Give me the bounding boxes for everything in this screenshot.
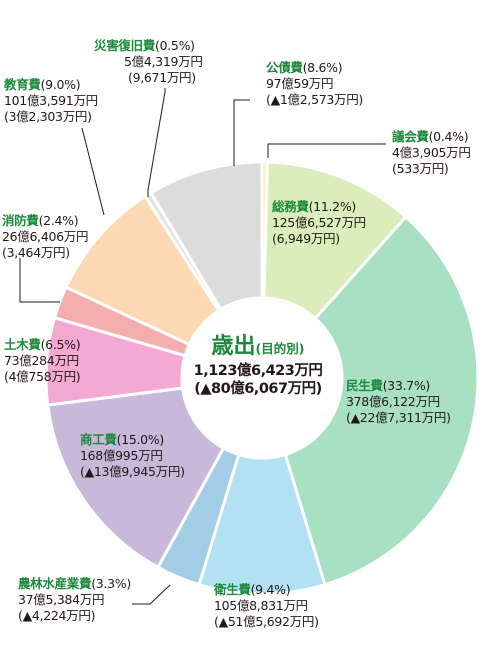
total-change: (▲80億6,067万円) <box>194 381 322 397</box>
label-dobokuhi: 土木費(6.5%) 73億284万円 (4億758万円) <box>4 337 81 384</box>
leader-line-3 <box>81 127 105 216</box>
chart-title-note: (目的別) <box>255 341 305 356</box>
pie-slice-1 <box>262 160 408 321</box>
leader-line-1 <box>233 99 250 166</box>
leader-line-0 <box>267 143 386 158</box>
label-somuhi: 総務費(11.2%) 125億6,527万円 (6,949万円) <box>272 199 366 246</box>
pie-slice-10 <box>148 160 264 312</box>
leader-line-2 <box>147 88 166 197</box>
label-kyoikuhi: 教育費(9.0%) 101億3,591万円 (3億2,303万円) <box>4 77 98 124</box>
label-eiseihi: 衛生費(9.4%) 105億8,831万円 (▲51億5,692万円) <box>214 582 319 629</box>
leader-line-4 <box>19 258 60 303</box>
donut-hole <box>183 299 341 457</box>
leader-line-5 <box>132 584 171 605</box>
total-amount: 1,123億6,423万円 <box>193 363 323 379</box>
pie-slice-2 <box>283 214 480 587</box>
label-shobohi: 消防費(2.4%) 26億6,406万円 (3,464万円) <box>2 213 89 260</box>
label-gikaihi: 議会費(0.4%) 4億3,905万円 (533万円) <box>392 129 471 176</box>
label-minseihi: 民生費(33.7%) 378億6,122万円 (▲22億7,311万円) <box>346 378 451 425</box>
label-norinsuisangyohi: 農林水産業費(3.3%) 37億5,384万円 (▲4,224万円) <box>18 576 131 623</box>
chart-title: 歳出 <box>211 334 256 359</box>
label-shokohi: 商工費(15.0%) 168億995万円 (▲13億9,945万円) <box>80 432 185 479</box>
label-saigaifukkyuhi: 災害復旧費(0.5%) 5億4,319万円 (9,671万円) <box>94 38 203 85</box>
chart-center-label: 歳出(目的別) 1,123億6,423万円 (▲80億6,067万円) <box>178 334 338 398</box>
label-kosaihi: 公債費(8.6%) 97億59万円 (▲1億2,573万円) <box>266 60 364 107</box>
pie-slice-5 <box>46 386 226 570</box>
